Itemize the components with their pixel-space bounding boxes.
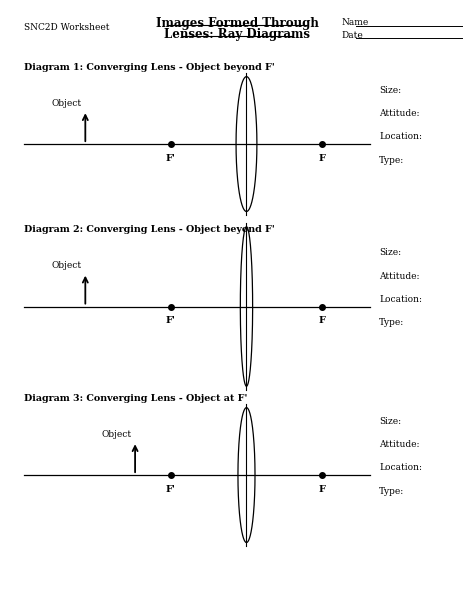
Text: Object: Object xyxy=(51,261,82,270)
Text: Attitude:: Attitude: xyxy=(379,272,419,281)
Text: Type:: Type: xyxy=(379,156,404,165)
Text: Attitude:: Attitude: xyxy=(379,109,419,118)
Text: Images Formed Through: Images Formed Through xyxy=(155,17,319,30)
Text: F: F xyxy=(319,154,326,163)
Text: Location:: Location: xyxy=(379,463,422,473)
Text: F: F xyxy=(319,316,326,326)
Text: Size:: Size: xyxy=(379,86,401,95)
Text: Object: Object xyxy=(101,430,131,439)
Text: Location:: Location: xyxy=(379,295,422,304)
Text: Diagram 2: Converging Lens - Object beyond F': Diagram 2: Converging Lens - Object beyo… xyxy=(24,225,274,234)
Text: Date: Date xyxy=(341,31,363,40)
Text: Location:: Location: xyxy=(379,132,422,142)
Text: F': F' xyxy=(166,316,175,326)
Text: SNC2D Worksheet: SNC2D Worksheet xyxy=(24,23,109,32)
Text: Diagram 3: Converging Lens - Object at F': Diagram 3: Converging Lens - Object at F… xyxy=(24,394,247,403)
Text: Type:: Type: xyxy=(379,318,404,327)
Text: F': F' xyxy=(166,154,175,163)
Text: F: F xyxy=(319,485,326,494)
Text: Size:: Size: xyxy=(379,417,401,426)
Text: F': F' xyxy=(166,485,175,494)
Text: Diagram 1: Converging Lens - Object beyond F': Diagram 1: Converging Lens - Object beyo… xyxy=(24,63,274,72)
Text: Name: Name xyxy=(341,18,368,28)
Text: Attitude:: Attitude: xyxy=(379,440,419,449)
Text: Type:: Type: xyxy=(379,487,404,496)
Text: Size:: Size: xyxy=(379,248,401,257)
Text: Lenses: Ray Diagrams: Lenses: Ray Diagrams xyxy=(164,28,310,40)
Text: Object: Object xyxy=(51,99,82,108)
